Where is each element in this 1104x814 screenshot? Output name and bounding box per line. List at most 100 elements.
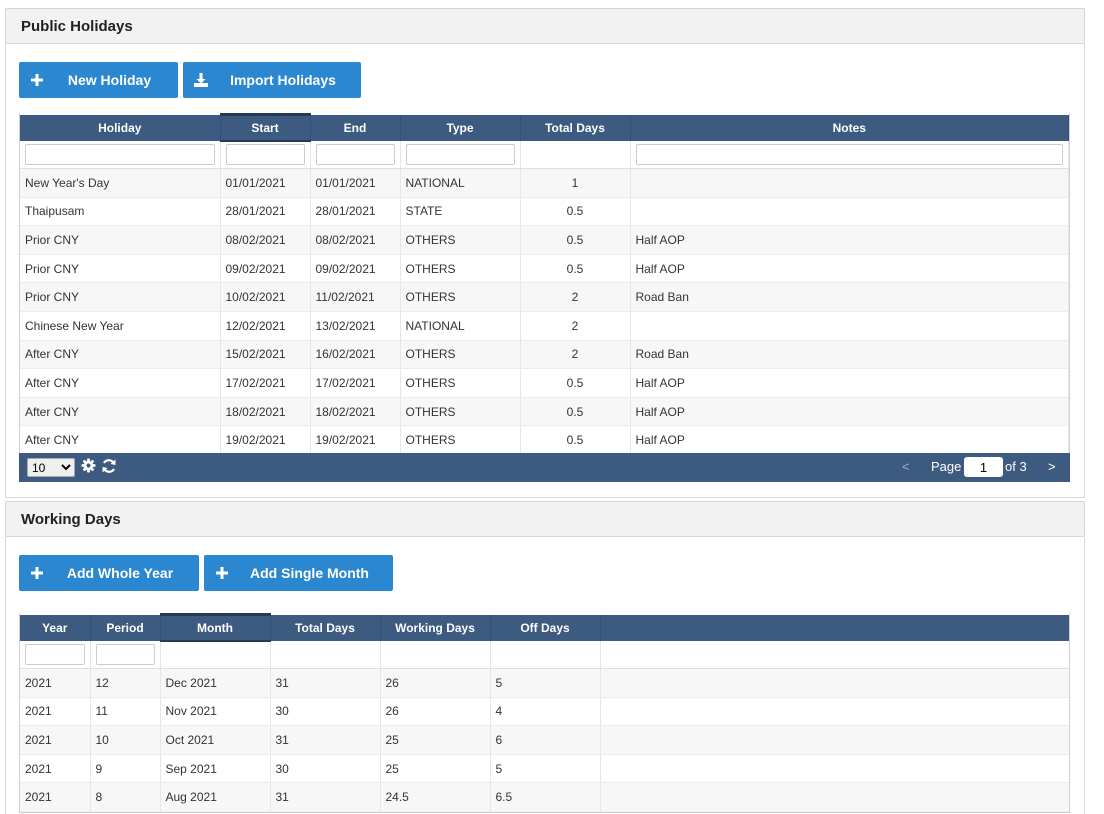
cell-holiday: After CNY [20,425,221,455]
page-size-select[interactable]: 10 [27,458,75,477]
table-row[interactable]: Prior CNY 08/02/2021 08/02/2021 OTHERS 0.5 Ha… [20,225,1069,255]
filter-cell-empty [520,140,631,169]
table-row[interactable]: 2021 9 Sep 2021 30 25 5 [20,754,1069,784]
cell-notes [630,311,1069,341]
working-days-title: Working Days [21,511,121,528]
col-header-total-days[interactable]: Total Days [520,114,631,141]
cell-working-days: 26 [380,697,491,727]
cell-type: NATIONAL [400,311,521,341]
next-page-button[interactable]: > [1048,459,1056,474]
cell-spacer [600,668,1069,698]
cell-holiday: Prior CNY [20,225,221,255]
col-header-end[interactable]: End [310,114,401,141]
cell-off-days: 5 [490,668,601,698]
import-holidays-button[interactable]: Import Holidays [183,62,361,98]
table-row[interactable]: After CNY 15/02/2021 16/02/2021 OTHERS 2 Road… [20,340,1069,370]
cell-start: 01/01/2021 [220,168,311,198]
period-filter-input[interactable] [95,643,155,665]
cell-working-days: 25 [380,754,491,784]
prev-page-button[interactable]: < [902,459,910,474]
col-header-notes[interactable]: Notes [630,114,1069,141]
cell-type: OTHERS [400,340,521,370]
cell-start: 09/02/2021 [220,254,311,284]
working-days-grid: Year Period Month Total Days Working Day… [19,613,1070,813]
add-whole-year-button[interactable]: Add Whole Year [19,555,199,591]
end-filter-input[interactable] [315,143,395,165]
cell-spacer [600,725,1069,755]
add-single-month-label: Add Single Month [250,565,369,581]
cell-off-days: 6 [490,725,601,755]
table-row[interactable]: Chinese New Year 12/02/2021 13/02/2021 NATI… [20,311,1069,341]
cell-holiday: Prior CNY [20,254,221,284]
col-header-start[interactable]: Start [220,113,311,142]
cell-end: 28/01/2021 [310,197,401,227]
cell-start: 15/02/2021 [220,340,311,370]
public-holidays-title: Public Holidays [21,18,133,35]
table-row[interactable]: After CNY 18/02/2021 18/02/2021 OTHERS 0.5 Ha… [20,397,1069,427]
cell-holiday: Thaipusam [20,197,221,227]
cell-notes: Road Ban [630,340,1069,370]
cell-total-days: 2 [520,282,631,312]
cell-total-days: 31 [270,668,381,698]
table-row[interactable]: After CNY 19/02/2021 19/02/2021 OTHERS 0.5 Ha… [20,425,1069,455]
col-header-total-days[interactable]: Total Days [270,614,381,641]
cell-total-days: 31 [270,725,381,755]
cell-holiday: Prior CNY [20,282,221,312]
cell-holiday: New Year's Day [20,168,221,198]
public-holidays-header: Public Holidays [5,8,1085,44]
table-row[interactable]: Thaipusam 28/01/2021 28/01/2021 STATE 0.5 [20,197,1069,227]
col-header-year[interactable]: Year [20,614,91,641]
new-holiday-button[interactable]: New Holiday [19,62,178,98]
refresh-icon[interactable] [101,458,117,477]
cell-total-days: 0.5 [520,254,631,284]
cell-spacer [600,782,1069,812]
table-row[interactable]: Prior CNY 10/02/2021 11/02/2021 OTHERS 2 Road… [20,282,1069,312]
plus-icon [204,567,240,579]
cell-year: 2021 [20,697,91,727]
cell-start: 28/01/2021 [220,197,311,227]
col-header-holiday[interactable]: Holiday [20,114,221,141]
table-row[interactable]: After CNY 17/02/2021 17/02/2021 OTHERS 0.5 Ha… [20,368,1069,398]
page-number-input[interactable] [964,457,1003,477]
table-row[interactable]: 2021 8 Aug 2021 31 24.5 6.5 [20,782,1069,812]
cell-total-days: 0.5 [520,425,631,455]
cell-notes: Half AOP [630,254,1069,284]
plus-icon [19,567,55,579]
col-header-working-days[interactable]: Working Days [380,614,491,641]
cell-total-days: 0.5 [520,397,631,427]
cell-end: 19/02/2021 [310,425,401,455]
cell-type: OTHERS [400,254,521,284]
col-header-month[interactable]: Month [160,613,271,642]
table-row[interactable]: Prior CNY 09/02/2021 09/02/2021 OTHERS 0.5 Ha… [20,254,1069,284]
table-row[interactable]: New Year's Day 01/01/2021 01/01/2021 NATION… [20,168,1069,198]
page-count-label: of 3 [1005,459,1027,474]
table-row[interactable]: 2021 10 Oct 2021 31 25 6 [20,725,1069,755]
table-row[interactable]: 2021 11 Nov 2021 30 26 4 [20,697,1069,727]
gear-icon[interactable] [81,458,96,476]
cell-year: 2021 [20,668,91,698]
cell-year: 2021 [20,754,91,784]
cell-total-days: 0.5 [520,197,631,227]
cell-month: Dec 2021 [160,668,271,698]
cell-total-days: 31 [270,782,381,812]
cell-notes: Road Ban [630,282,1069,312]
holiday-filter-input[interactable] [25,143,215,165]
table-row[interactable]: 2021 12 Dec 2021 31 26 5 [20,668,1069,698]
col-header-type[interactable]: Type [400,114,521,141]
start-filter-input[interactable] [225,144,305,166]
notes-filter-input[interactable] [635,143,1063,165]
type-filter-input[interactable] [405,143,515,165]
public-holidays-panel [5,44,1085,498]
col-header-period[interactable]: Period [90,614,161,641]
filter-cell-empty [380,640,491,669]
add-single-month-button[interactable]: Add Single Month [204,555,393,591]
new-holiday-label: New Holiday [67,72,152,88]
plus-icon [19,74,55,86]
year-filter-input[interactable] [25,643,85,665]
cell-off-days: 5 [490,754,601,784]
cell-notes: Half AOP [630,368,1069,398]
working-days-panel [5,537,1085,814]
import-holidays-label: Import Holidays [230,72,336,88]
col-header-off-days[interactable]: Off Days [490,614,601,641]
cell-working-days: 24.5 [380,782,491,812]
